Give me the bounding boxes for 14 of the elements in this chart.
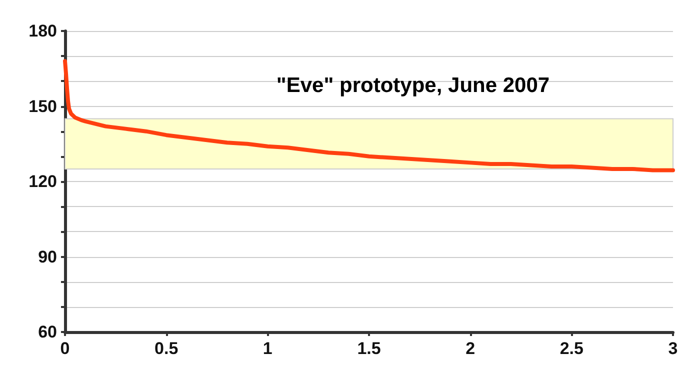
x-tick-label: 0 — [60, 339, 70, 358]
y-tick-label: 60 — [38, 322, 57, 342]
line-series — [63, 59, 675, 172]
x-tick-label: 1 — [262, 339, 272, 358]
y-tick-label: 180 — [28, 22, 57, 40]
x-tick-label: 1.5 — [357, 339, 381, 358]
y-tick-label: 150 — [28, 96, 57, 116]
x-tick-label: 0.5 — [154, 339, 178, 358]
y-tick-label: 90 — [38, 247, 57, 266]
x-tick-label: 3 — [668, 339, 678, 358]
x-tick-label: 2.5 — [560, 339, 584, 358]
text: "Eve" prototype, June 2007 — [276, 74, 550, 97]
x-tick-label: 2 — [466, 339, 476, 358]
y-tick-label: 120 — [28, 172, 57, 191]
